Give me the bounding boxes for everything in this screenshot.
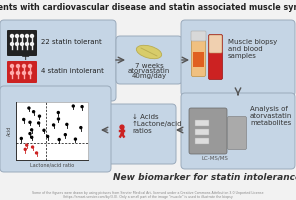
Circle shape <box>17 64 20 68</box>
Circle shape <box>15 34 18 38</box>
Text: (https://smart.servier.com/by/3.0). Only a small part of the image "muscle" is u: (https://smart.servier.com/by/3.0). Only… <box>63 195 233 199</box>
Text: samples: samples <box>228 53 257 59</box>
Circle shape <box>81 106 83 108</box>
Circle shape <box>33 111 35 113</box>
Circle shape <box>29 133 31 135</box>
Circle shape <box>66 123 68 125</box>
Circle shape <box>29 121 31 123</box>
FancyBboxPatch shape <box>181 20 295 96</box>
FancyBboxPatch shape <box>181 93 295 169</box>
Circle shape <box>30 43 33 46</box>
FancyBboxPatch shape <box>228 116 247 150</box>
FancyBboxPatch shape <box>195 138 209 144</box>
FancyBboxPatch shape <box>208 34 223 79</box>
Circle shape <box>74 138 76 140</box>
FancyBboxPatch shape <box>0 86 111 172</box>
Circle shape <box>58 139 60 141</box>
Circle shape <box>20 43 23 46</box>
FancyBboxPatch shape <box>191 31 206 41</box>
Circle shape <box>80 127 82 129</box>
Circle shape <box>28 107 30 109</box>
Circle shape <box>20 137 22 139</box>
Circle shape <box>20 34 23 38</box>
FancyBboxPatch shape <box>195 129 209 135</box>
Text: ↓ Acids: ↓ Acids <box>132 114 159 120</box>
Circle shape <box>31 129 33 131</box>
Text: Analysis of: Analysis of <box>250 106 288 112</box>
Circle shape <box>22 64 25 68</box>
Circle shape <box>38 115 41 117</box>
Text: metabolites: metabolites <box>250 120 291 126</box>
Text: 26 patients with cardiovascular disease and statin associated muscle symptoms: 26 patients with cardiovascular disease … <box>0 3 296 12</box>
Text: 40mg/day: 40mg/day <box>131 73 167 79</box>
FancyBboxPatch shape <box>209 35 222 53</box>
Circle shape <box>57 118 59 120</box>
Text: 4 statin intolerant: 4 statin intolerant <box>41 68 104 74</box>
Text: 7 weeks: 7 weeks <box>135 63 163 69</box>
Circle shape <box>24 148 26 150</box>
FancyBboxPatch shape <box>7 61 37 83</box>
Circle shape <box>15 43 18 46</box>
Text: ratios: ratios <box>132 128 152 134</box>
FancyBboxPatch shape <box>106 104 176 164</box>
Text: Lactone/acid ratio: Lactone/acid ratio <box>30 162 74 168</box>
Circle shape <box>23 118 25 120</box>
Circle shape <box>53 124 54 126</box>
Text: Muscle biopsy: Muscle biopsy <box>228 39 277 45</box>
Circle shape <box>32 146 33 148</box>
Text: atorvastatin: atorvastatin <box>128 68 170 74</box>
Circle shape <box>25 34 28 38</box>
FancyBboxPatch shape <box>0 20 116 101</box>
Ellipse shape <box>136 45 162 59</box>
Circle shape <box>10 72 14 74</box>
Text: LC-MS/MS: LC-MS/MS <box>202 156 229 160</box>
Circle shape <box>72 105 74 107</box>
FancyBboxPatch shape <box>189 108 227 154</box>
Circle shape <box>10 34 14 38</box>
Text: Some of the figures were drawn by using pictures from Servier Medical Art, licen: Some of the figures were drawn by using … <box>32 191 264 195</box>
Circle shape <box>57 112 59 114</box>
Circle shape <box>26 144 28 146</box>
Text: New biomarker for statin intolerance?: New biomarker for statin intolerance? <box>113 173 296 182</box>
Circle shape <box>25 43 28 46</box>
Circle shape <box>22 72 25 74</box>
Circle shape <box>28 64 31 68</box>
Circle shape <box>10 43 14 46</box>
FancyBboxPatch shape <box>7 30 37 56</box>
Text: atorvastatin: atorvastatin <box>250 113 292 119</box>
Circle shape <box>38 122 40 124</box>
Circle shape <box>31 136 33 138</box>
Text: Acid: Acid <box>7 126 12 136</box>
Text: ↑Lactone/acid: ↑Lactone/acid <box>132 121 183 127</box>
FancyBboxPatch shape <box>195 120 209 126</box>
Circle shape <box>64 134 66 136</box>
Circle shape <box>120 125 124 129</box>
FancyBboxPatch shape <box>193 52 204 67</box>
Circle shape <box>28 72 31 74</box>
Text: and blood: and blood <box>228 46 263 52</box>
FancyBboxPatch shape <box>16 102 88 160</box>
Circle shape <box>30 34 33 38</box>
Circle shape <box>47 135 49 137</box>
Circle shape <box>17 72 20 74</box>
Text: +: + <box>20 52 30 62</box>
Circle shape <box>10 64 14 68</box>
FancyBboxPatch shape <box>192 36 205 76</box>
Circle shape <box>43 129 45 131</box>
Text: 22 statin tolerant: 22 statin tolerant <box>41 39 102 45</box>
Circle shape <box>36 152 38 154</box>
FancyBboxPatch shape <box>116 36 182 84</box>
